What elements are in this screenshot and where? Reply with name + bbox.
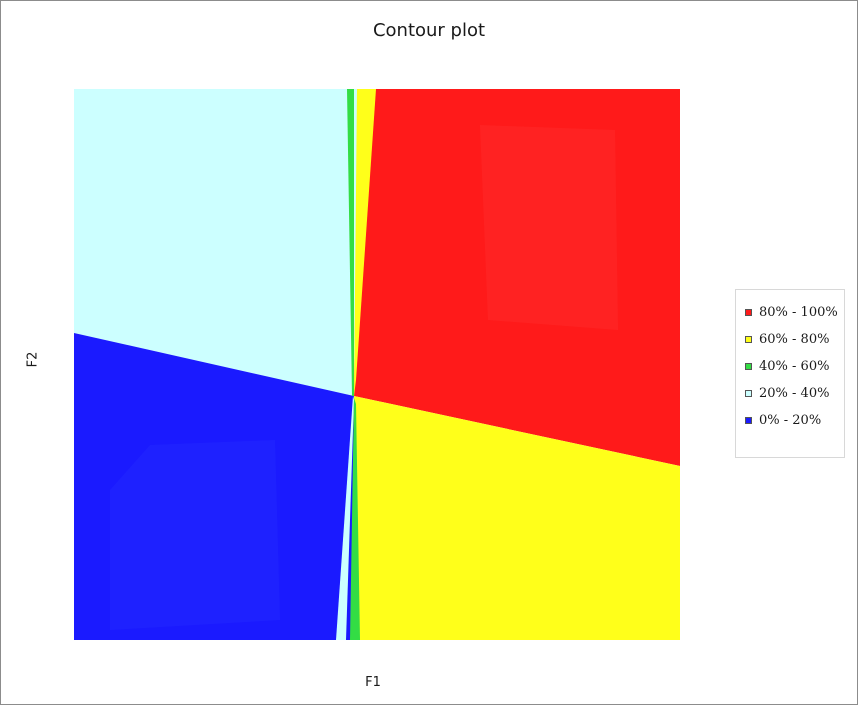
legend-item: 20% - 40% [736,380,844,407]
contour-band-upper-yellow [354,89,376,396]
legend-item: 40% - 60% [736,353,844,380]
legend-swatch [745,363,752,370]
legend-label: 40% - 60% [759,359,830,374]
contour-band-lower-cyan [336,396,354,640]
legend-swatch [745,309,752,316]
legend-swatch [745,390,752,397]
legend: 80% - 100% 60% - 80% 40% - 60% 20% - 40% 0% … [735,289,845,458]
legend-swatch [745,336,752,343]
legend-label: 0% - 20% [759,413,822,428]
legend-label: 60% - 80% [759,332,830,347]
legend-swatch [745,417,752,424]
legend-item: 60% - 80% [736,326,844,353]
legend-label: 20% - 40% [759,386,830,401]
x-axis-label: F1 [365,675,381,690]
y-axis-label: F2 [25,351,41,368]
contour-region-bottom-right [352,396,680,640]
legend-item: 0% - 20% [736,407,844,434]
contour-region-top-left [74,89,358,396]
contour-inner-blue [110,440,280,630]
contour-band-lower-green [350,398,360,640]
contour-band-upper-green [347,89,354,396]
legend-label: 80% - 100% [759,305,838,320]
legend-item: 80% - 100% [736,299,844,326]
contour-inner-red [480,125,618,330]
chart-title: Contour plot [372,20,486,41]
